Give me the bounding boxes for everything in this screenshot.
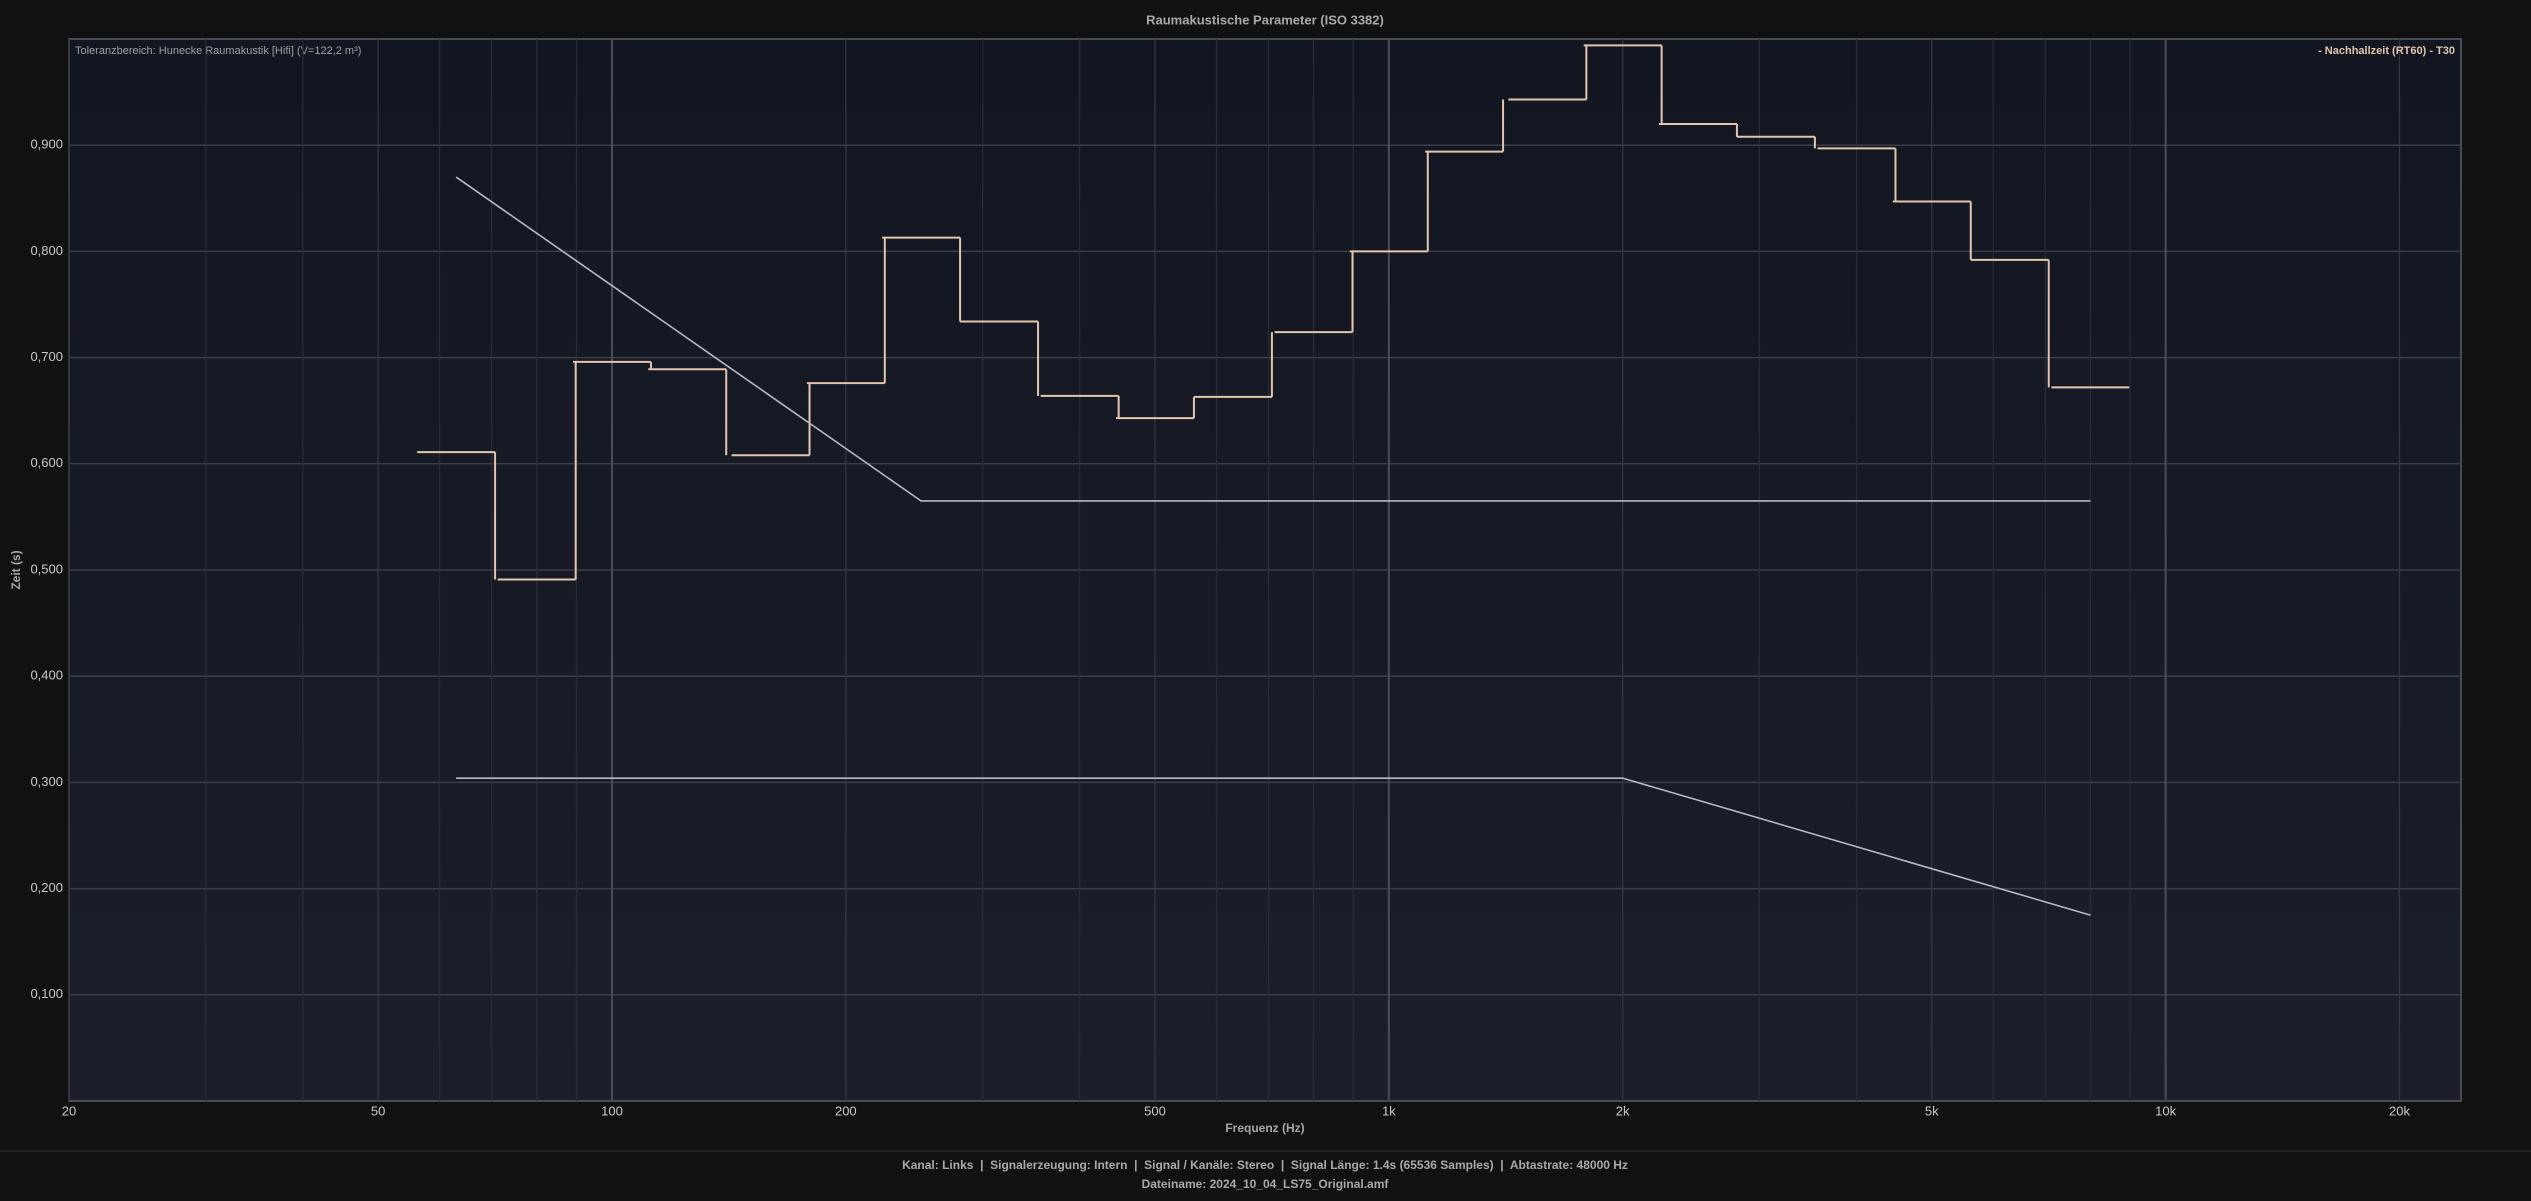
y-tick-label: 0,900 [30,137,63,152]
footer-filename: Dateiname: 2024_10_04_LS75_Original.amf [1142,1177,1390,1191]
x-axis-label: Frequenz (Hz) [1225,1121,1304,1135]
x-tick-label: 5k [1925,1103,1939,1118]
x-tick-label: 200 [835,1103,857,1118]
y-tick-label: 0,200 [30,880,63,895]
x-tick-label: 500 [1144,1103,1166,1118]
y-tick-label: 0,400 [30,668,63,683]
x-tick-label: 10k [2155,1103,2176,1118]
annotation: Toleranzbereich: Hunecke Raumakustik [Hi… [75,45,361,57]
y-tick-label: 0,500 [30,561,63,576]
tolerance-line [455,176,2091,502]
marks [417,44,2130,916]
step-riser [494,45,2050,580]
x-tick-label: 1k [1382,1103,1396,1118]
x-tick-label: 20 [62,1103,76,1118]
y-tick-label: 0,700 [30,349,63,364]
tolerance-line [456,777,2091,916]
footer-info: Kanal: Links | Signalerzeugung: Intern |… [902,1158,1628,1172]
y-tick-label: 0,300 [30,774,63,789]
chart-title: Raumakustische Parameter (ISO 3382) [1146,12,1384,27]
x-tick-label: 20k [2389,1103,2410,1118]
y-tick-label: 0,100 [30,986,63,1001]
x-tick-label: 50 [371,1103,385,1118]
y-axis-label: Zeit (s) [9,550,23,589]
legend-entry: - Nachhallzeit (RT60) - T30 [2318,45,2455,57]
y-tick-label: 0,600 [30,455,63,470]
x-tick-label: 100 [601,1103,623,1118]
x-tick-label: 2k [1616,1103,1630,1118]
y-tick-label: 0,800 [30,243,63,258]
